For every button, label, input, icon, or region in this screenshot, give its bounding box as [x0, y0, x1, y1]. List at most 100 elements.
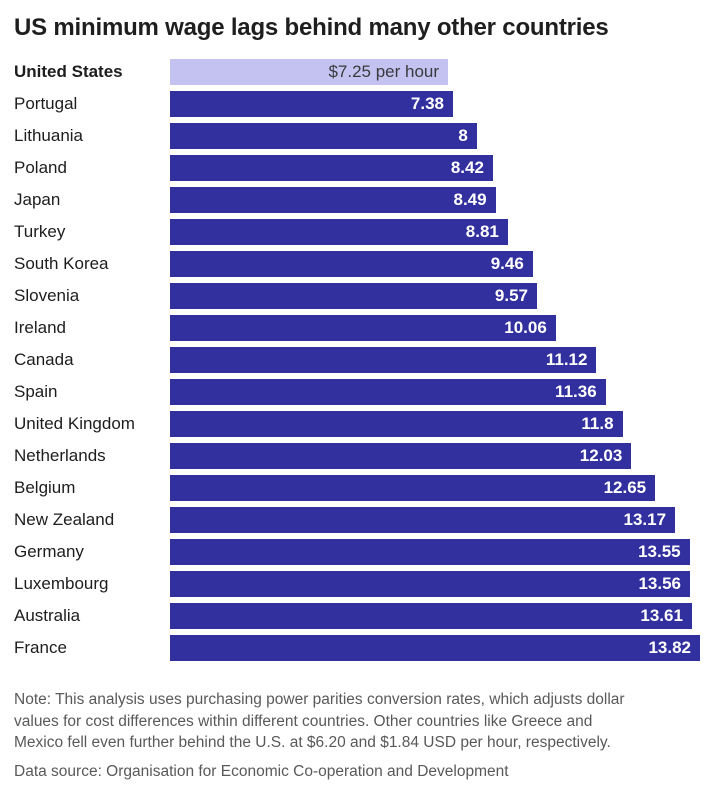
chart-row: Japan 8.49	[14, 187, 700, 213]
bar: 13.56	[170, 571, 691, 597]
bar-value-label: 7.38	[410, 94, 445, 113]
chart-row: Canada 11.12	[14, 347, 700, 373]
chart-row: Australia 13.61	[14, 603, 700, 629]
country-label: United States	[14, 62, 123, 81]
chart-row: United Kingdom 11.8	[14, 411, 700, 437]
country-label: Slovenia	[14, 286, 80, 305]
chart-row: Turkey 8.81	[14, 219, 700, 245]
bar-value-label: 13.61	[640, 606, 683, 625]
country-label: Netherlands	[14, 446, 106, 465]
country-label: Lithuania	[14, 126, 84, 145]
note-text: Note: This analysis uses purchasing powe…	[14, 689, 700, 754]
chart-row: Slovenia 9.57	[14, 283, 700, 309]
bar: 9.46	[170, 251, 533, 277]
bar-track: 11.36	[170, 379, 700, 405]
bar-track: 8.81	[170, 219, 700, 245]
bar: 8.42	[170, 155, 493, 181]
bar-track: 12.65	[170, 475, 700, 501]
bar-value-label: 9.57	[494, 286, 528, 305]
country-label: Germany	[14, 542, 84, 561]
bar: 11.36	[170, 379, 606, 405]
bar: 10.06	[170, 315, 556, 341]
bar-value-label: 11.36	[555, 382, 597, 401]
chart-row: United States $7.25 per hour	[14, 59, 700, 85]
country-label: Ireland	[14, 318, 66, 337]
country-label: Luxembourg	[14, 574, 109, 593]
bar-track: 13.55	[170, 539, 700, 565]
country-label: United Kingdom	[14, 414, 135, 433]
bar: 8.49	[170, 187, 496, 213]
page-title: US minimum wage lags behind many other c…	[14, 14, 609, 41]
country-label: Poland	[14, 158, 67, 177]
chart-row: South Korea 9.46	[14, 251, 700, 277]
bar-track: 12.03	[170, 443, 700, 469]
bar-value-label: 11.12	[545, 350, 588, 369]
country-label: South Korea	[14, 254, 109, 273]
bar-value-label: 13.82	[648, 638, 691, 657]
bar-track: 13.61	[170, 603, 700, 629]
bar: 13.17	[170, 507, 676, 533]
bar-track: 11.8	[170, 411, 700, 437]
bar: 12.65	[170, 475, 656, 501]
chart-row: Belgium 12.65	[14, 475, 700, 501]
bar-value-label: 13.55	[638, 542, 681, 561]
bar: 7.38	[170, 91, 454, 117]
country-label: Turkey	[14, 222, 66, 241]
bar-value-label: 8	[458, 126, 468, 145]
bar-track: 13.56	[170, 571, 700, 597]
country-label: Canada	[14, 350, 74, 369]
bar-track: 9.46	[170, 251, 700, 277]
bar-value-label: 8.49	[453, 190, 487, 209]
country-label: Australia	[14, 606, 81, 625]
chart-row: Spain 11.36	[14, 379, 700, 405]
country-label: New Zealand	[14, 510, 115, 529]
bar-value-label: 13.17	[623, 510, 667, 529]
bar-value-label: 11.8	[581, 414, 614, 433]
bar-value-label: 12.03	[579, 446, 623, 465]
data-source-text: Data source: Organisation for Economic C…	[14, 762, 509, 780]
bar: 8	[170, 123, 477, 149]
chart-row: Ireland 10.06	[14, 315, 700, 341]
bar-track: 13.82	[170, 635, 700, 661]
bar-value-label: 8.42	[450, 158, 484, 177]
bar-track: 11.12	[170, 347, 700, 373]
country-label: Japan	[14, 190, 61, 209]
chart-row: Germany 13.55	[14, 539, 700, 565]
country-label: Spain	[14, 382, 58, 401]
bar-value-label: 12.65	[603, 478, 647, 497]
bar-track: 8	[170, 123, 700, 149]
bar: 12.03	[170, 443, 632, 469]
bar: 11.12	[170, 347, 597, 373]
bar-track: 10.06	[170, 315, 700, 341]
note-line: Note: This analysis uses purchasing powe…	[14, 691, 625, 708]
chart-row: New Zealand 13.17	[14, 507, 700, 533]
country-label: Belgium	[14, 478, 76, 497]
bar: $7.25 per hour	[170, 59, 449, 85]
country-label: Portugal	[14, 94, 78, 113]
chart-row: France 13.82	[14, 635, 700, 661]
note-line: Mexico fell even further behind the U.S.…	[14, 734, 611, 751]
country-label: France	[14, 638, 67, 657]
bar: 8.81	[170, 219, 508, 245]
bar-chart: United States $7.25 per hour Portugal 7.38 L…	[14, 59, 700, 661]
chart-row: Poland 8.42	[14, 155, 700, 181]
chart-row: Lithuania 8	[14, 123, 700, 149]
bar-track: 13.17	[170, 507, 700, 533]
bar-value-label: 8.81	[465, 222, 499, 241]
bar-value-label: $7.25 per hour	[328, 62, 440, 81]
bar-track: 7.38	[170, 91, 700, 117]
note-line: values for cost differences within diffe…	[14, 712, 593, 730]
bar: 13.55	[170, 539, 690, 565]
bar-value-label: 13.56	[638, 574, 682, 593]
bar-track: $7.25 per hour	[170, 59, 700, 85]
bar-track: 8.49	[170, 187, 700, 213]
chart-row: Luxembourg 13.56	[14, 571, 700, 597]
bar-track: 8.42	[170, 155, 700, 181]
bar-value-label: 10.06	[504, 318, 547, 337]
chart-row: Netherlands 12.03	[14, 443, 700, 469]
bar: 9.57	[170, 283, 537, 309]
bar: 13.61	[170, 603, 692, 629]
bar: 13.82	[170, 635, 700, 661]
bar-track: 9.57	[170, 283, 700, 309]
